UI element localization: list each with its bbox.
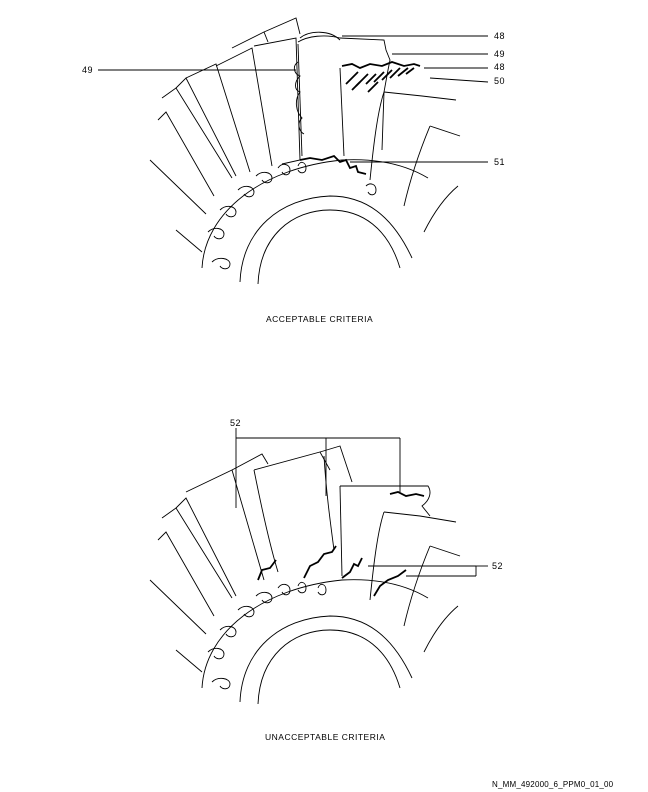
callout-50: 50 [494,76,506,86]
callout-49-left: 49 [82,65,94,75]
turbine-disk-bottom [149,445,461,705]
leader-lines-bottom [235,428,488,577]
callout-49-right: 49 [494,49,506,59]
callout-51: 51 [494,157,506,167]
callout-48-lower: 48 [494,62,506,72]
caption-acceptable: ACCEPTABLE CRITERIA [266,314,374,324]
callout-52-top: 52 [230,418,242,428]
damage-hatch [345,67,415,93]
callout-52-right: 52 [492,561,504,571]
cracks-unacceptable [257,491,425,597]
callout-48-upper: 48 [494,31,506,41]
leader-lines-top [98,35,489,163]
figure-id: N_MM_492000_6_PPM0_01_00 [492,780,614,789]
caption-unacceptable: UNACCEPTABLE CRITERIA [265,732,386,742]
turbine-disk-top [149,17,461,285]
